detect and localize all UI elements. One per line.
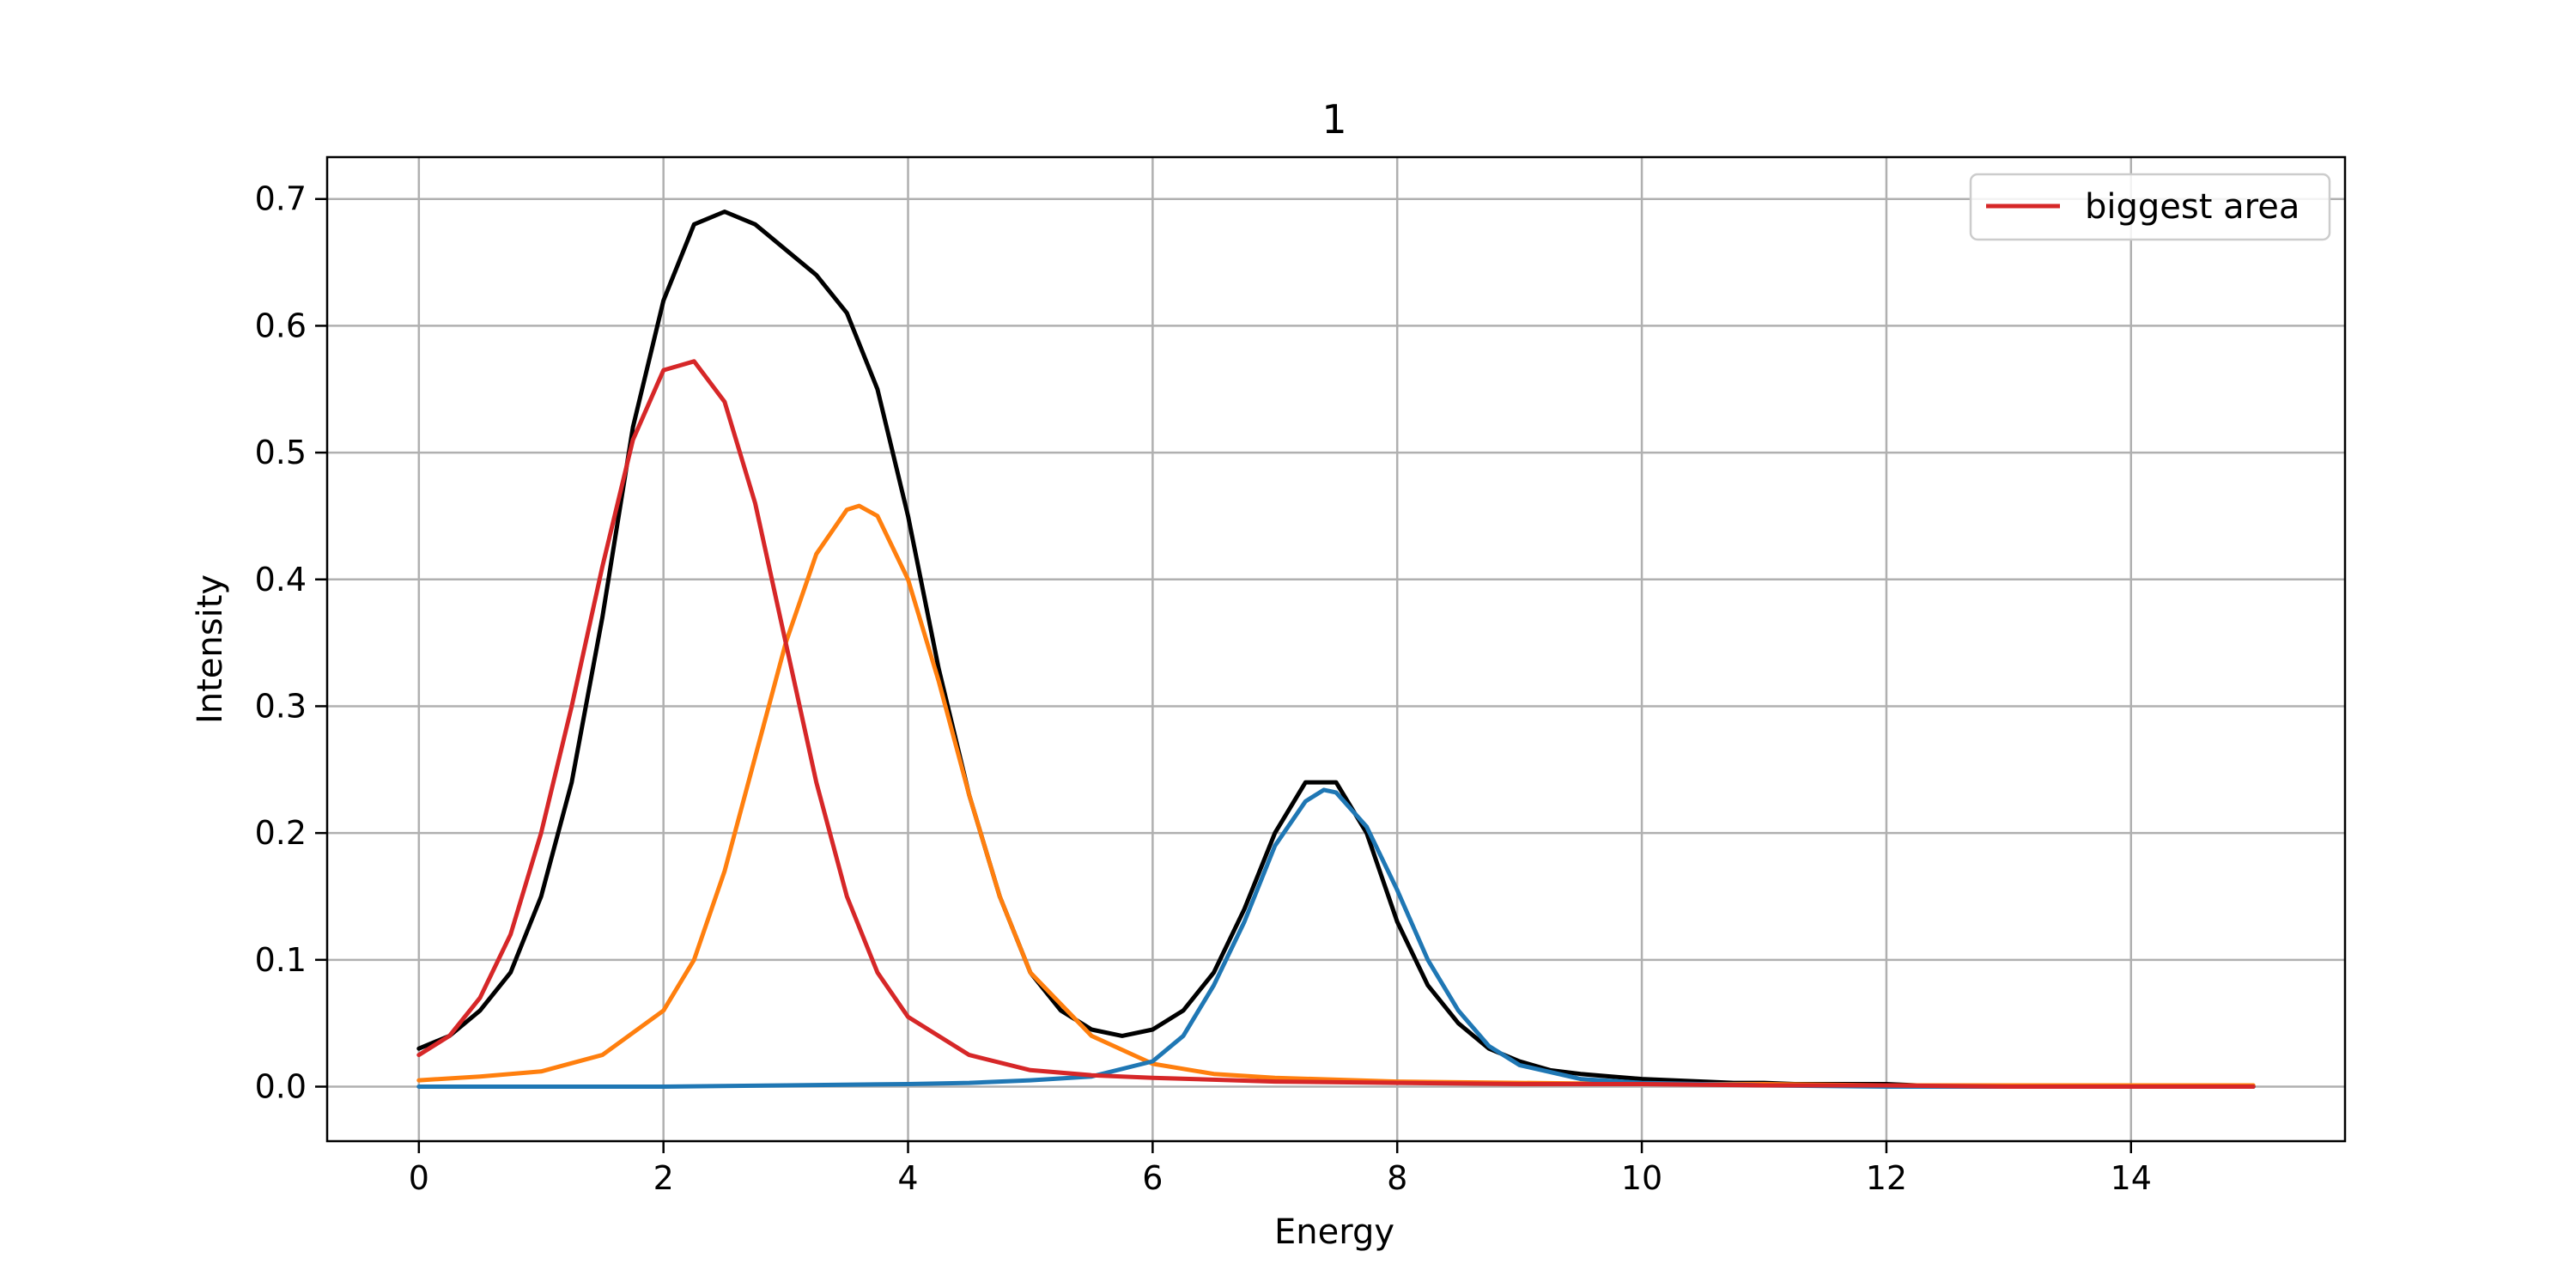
legend: biggest area (1969, 173, 2331, 241)
x-tick-label: 12 (1866, 1159, 1907, 1197)
y-axis-label: Intensity (191, 574, 230, 724)
y-tick-label: 0.3 (255, 687, 307, 725)
x-tick-label: 0 (409, 1159, 429, 1197)
plot-frame (325, 155, 2347, 1143)
series-line-biggest-area (416, 359, 2256, 1089)
y-tick-label: 0.2 (255, 814, 307, 852)
series-layer (416, 210, 2256, 1089)
grid (327, 157, 2345, 1141)
legend-label-biggest-area: biggest area (2085, 187, 2300, 227)
y-tick-label: 0.0 (255, 1067, 307, 1105)
ticks: 0 2 4 6 8 10 12 14 0.0 0.1 0.2 0.3 0.4 0.5 0.6 0.7 (255, 180, 2152, 1197)
x-tick-label: 6 (1142, 1159, 1163, 1197)
legend-box (1969, 173, 2331, 241)
x-tick-label: 2 (653, 1159, 674, 1197)
series-line-3 (416, 787, 2256, 1089)
y-tick-label: 0.1 (255, 941, 307, 979)
y-tick-label: 0.4 (255, 561, 307, 598)
x-tick-label: 10 (1621, 1159, 1662, 1197)
x-tick-label: 4 (897, 1159, 918, 1197)
x-tick-label: 14 (2111, 1159, 2152, 1197)
x-tick-label: 8 (1387, 1159, 1407, 1197)
chart-title: 1 (1321, 96, 1346, 143)
x-axis-label: Energy (1274, 1212, 1394, 1252)
y-tick-label: 0.5 (255, 434, 307, 471)
y-tick-label: 0.7 (255, 180, 307, 218)
y-tick-label: 0.6 (255, 307, 307, 344)
